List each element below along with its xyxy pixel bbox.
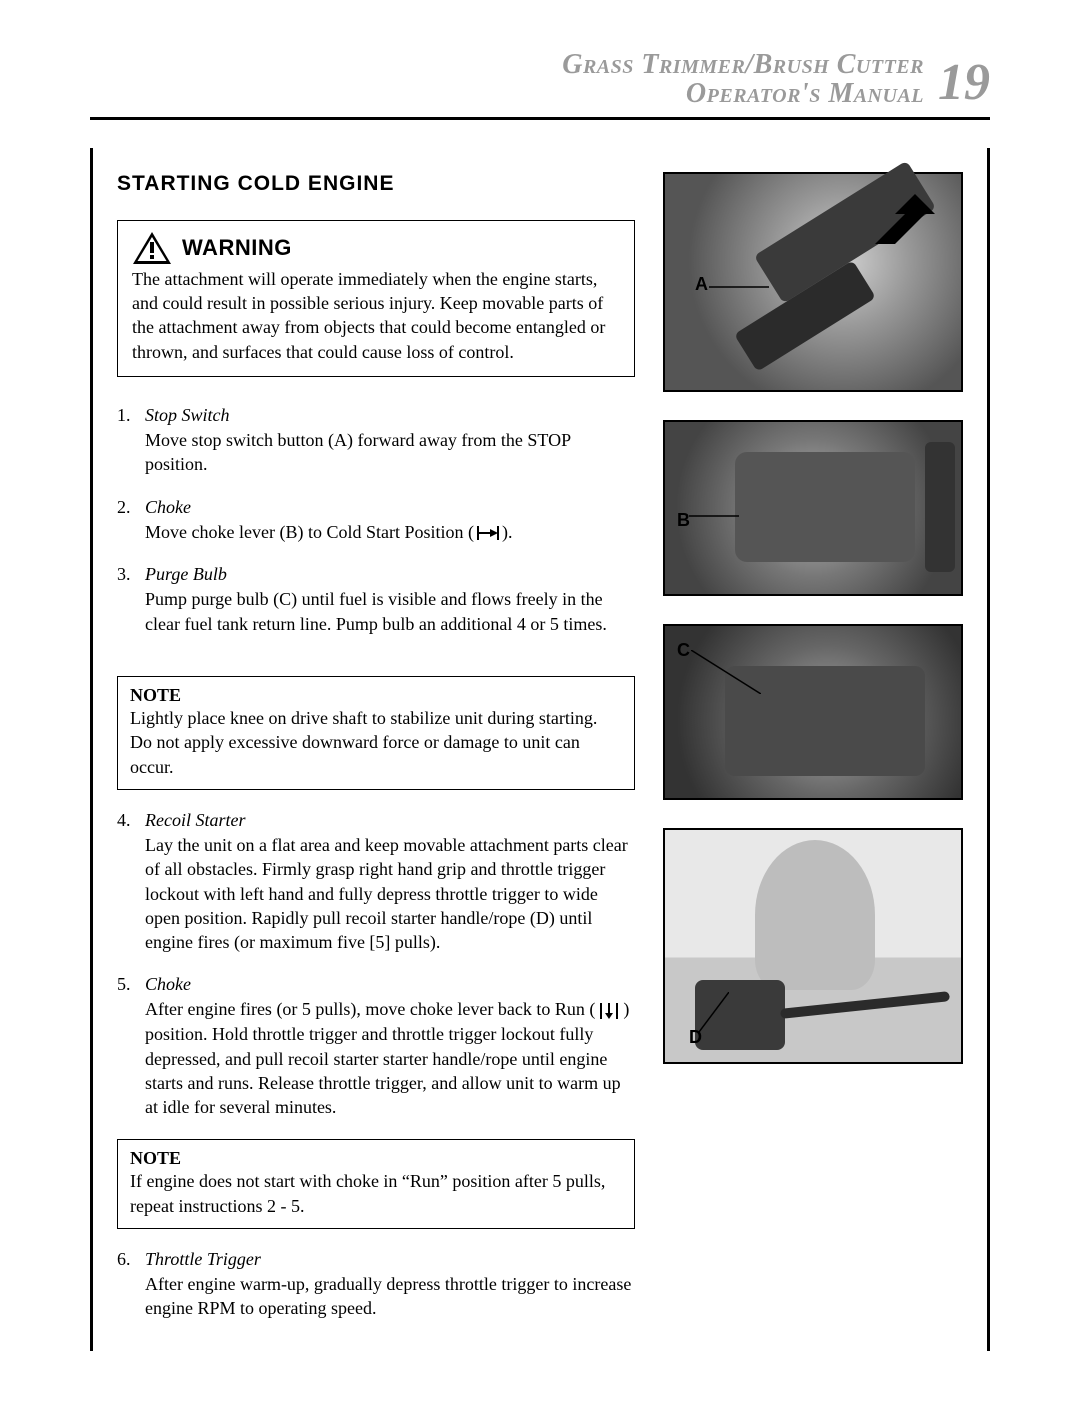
steps-list-cont: Recoil Starter Lay the unit on a flat ar…	[117, 810, 635, 1120]
step-2: Choke Move choke lever (B) to Cold Start…	[117, 497, 635, 545]
page-number: 19	[938, 57, 990, 109]
warning-box: WARNING The attachment will operate imme…	[117, 220, 635, 377]
note-2-body: If engine does not start with choke in “…	[130, 1169, 622, 1218]
figure-d-label: D	[689, 1027, 702, 1048]
figure-d: D	[663, 828, 963, 1064]
step-2-body: Move choke lever (B) to Cold Start Posit…	[145, 520, 635, 545]
step-1-body: Move stop switch button (A) forward away…	[145, 428, 635, 477]
header-title-line1: Grass Trimmer/Brush Cutter	[562, 50, 924, 79]
figure-a-label: A	[695, 274, 708, 295]
choke-run-icon	[595, 1000, 623, 1022]
step-1: Stop Switch Move stop switch button (A) …	[117, 405, 635, 477]
step-3: Purge Bulb Pump purge bulb (C) until fue…	[117, 564, 635, 636]
note-2-title: NOTE	[130, 1148, 622, 1169]
note-1-title: NOTE	[130, 685, 622, 706]
step-3-body: Pump purge bulb (C) until fuel is visibl…	[145, 587, 635, 636]
warning-body: The attachment will operate immediately …	[132, 267, 620, 364]
right-column: A B C D	[663, 172, 963, 1341]
figure-c-label: C	[677, 640, 690, 661]
step-5-title: Choke	[145, 974, 635, 995]
note-1-body: Lightly place knee on drive shaft to sta…	[130, 706, 622, 779]
step-2-body-pre: Move choke lever (B) to Cold Start Posit…	[145, 522, 474, 542]
content-frame: STARTING COLD ENGINE WARNING The attachm…	[90, 148, 990, 1351]
step-1-title: Stop Switch	[145, 405, 635, 426]
step-3-title: Purge Bulb	[145, 564, 635, 585]
step-5-body: After engine fires (or 5 pulls), move ch…	[145, 997, 635, 1119]
steps-list: Stop Switch Move stop switch button (A) …	[117, 405, 635, 636]
step-6-title: Throttle Trigger	[145, 1249, 635, 1270]
figure-b: B	[663, 420, 963, 596]
step-2-title: Choke	[145, 497, 635, 518]
note-box-1: NOTE Lightly place knee on drive shaft t…	[117, 676, 635, 790]
note-box-2: NOTE If engine does not start with choke…	[117, 1139, 635, 1229]
step-5: Choke After engine fires (or 5 pulls), m…	[117, 974, 635, 1119]
header-rule	[90, 117, 990, 120]
choke-cold-icon	[474, 522, 502, 544]
steps-list-cont2: Throttle Trigger After engine warm-up, g…	[117, 1249, 635, 1321]
warning-triangle-icon	[132, 231, 172, 265]
step-5-body-pre: After engine fires (or 5 pulls), move ch…	[145, 999, 595, 1019]
header-title-line2: Operator's Manual	[686, 79, 924, 108]
page-header: Grass Trimmer/Brush Cutter Operator's Ma…	[90, 50, 990, 109]
step-6-body: After engine warm-up, gradually depress …	[145, 1272, 635, 1321]
step-6: Throttle Trigger After engine warm-up, g…	[117, 1249, 635, 1321]
warning-title: WARNING	[182, 235, 292, 261]
figure-c: C	[663, 624, 963, 800]
step-4-title: Recoil Starter	[145, 810, 635, 831]
figure-b-label: B	[677, 510, 690, 531]
step-4: Recoil Starter Lay the unit on a flat ar…	[117, 810, 635, 954]
step-2-body-post: ).	[502, 522, 513, 542]
figure-a: A	[663, 172, 963, 392]
left-column: STARTING COLD ENGINE WARNING The attachm…	[117, 172, 635, 1341]
section-title: STARTING COLD ENGINE	[117, 172, 635, 196]
step-4-body: Lay the unit on a flat area and keep mov…	[145, 833, 635, 954]
